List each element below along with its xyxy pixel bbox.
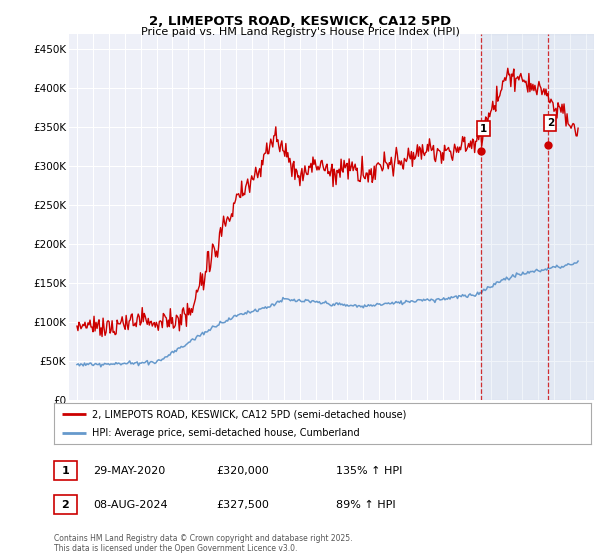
Text: 135% ↑ HPI: 135% ↑ HPI <box>336 466 403 476</box>
Text: 1: 1 <box>62 466 69 476</box>
Text: 89% ↑ HPI: 89% ↑ HPI <box>336 500 395 510</box>
Text: Contains HM Land Registry data © Crown copyright and database right 2025.
This d: Contains HM Land Registry data © Crown c… <box>54 534 353 553</box>
Text: 08-AUG-2024: 08-AUG-2024 <box>93 500 167 510</box>
Text: 2, LIMEPOTS ROAD, KESWICK, CA12 5PD (semi-detached house): 2, LIMEPOTS ROAD, KESWICK, CA12 5PD (sem… <box>92 409 406 419</box>
Text: 2: 2 <box>547 118 554 128</box>
Bar <box>481 34 594 400</box>
Text: Price paid vs. HM Land Registry's House Price Index (HPI): Price paid vs. HM Land Registry's House … <box>140 27 460 37</box>
Text: HPI: Average price, semi-detached house, Cumberland: HPI: Average price, semi-detached house,… <box>92 428 359 437</box>
Text: 1: 1 <box>480 124 487 134</box>
Text: £320,000: £320,000 <box>216 466 269 476</box>
Text: 2: 2 <box>62 500 69 510</box>
Text: 29-MAY-2020: 29-MAY-2020 <box>93 466 165 476</box>
Text: £327,500: £327,500 <box>216 500 269 510</box>
Text: 2, LIMEPOTS ROAD, KESWICK, CA12 5PD: 2, LIMEPOTS ROAD, KESWICK, CA12 5PD <box>149 15 451 27</box>
